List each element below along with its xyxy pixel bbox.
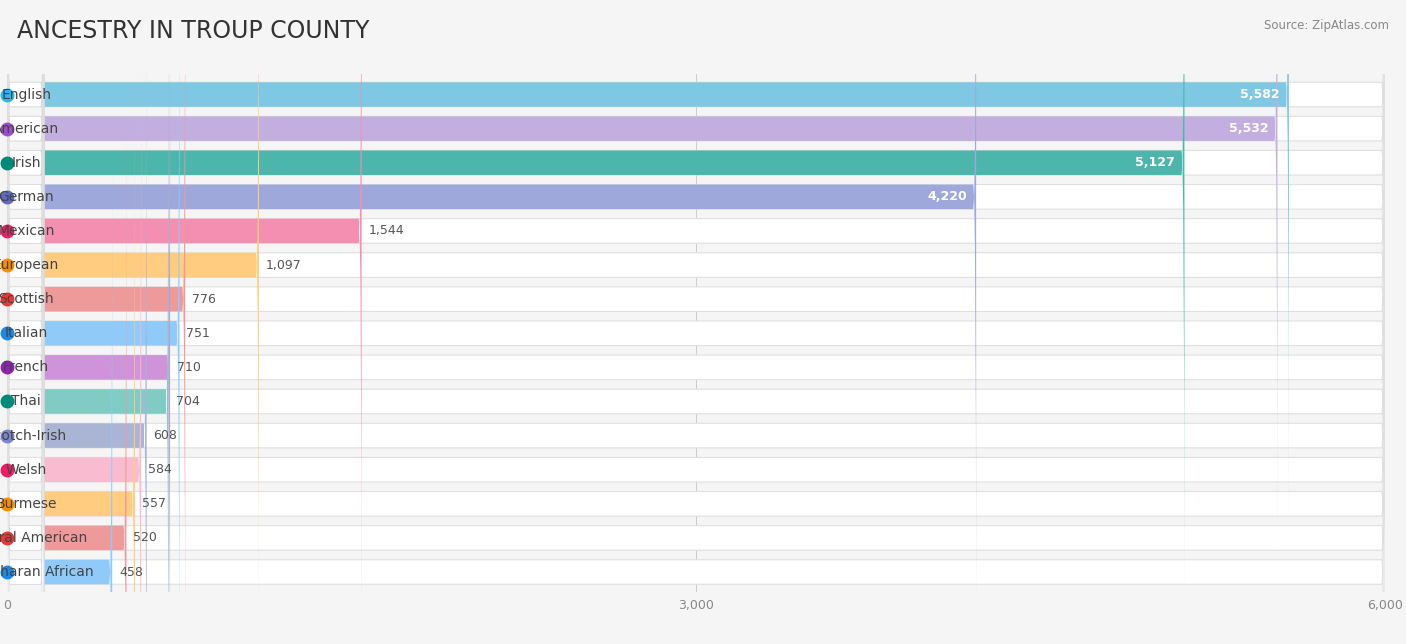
Text: ANCESTRY IN TROUP COUNTY: ANCESTRY IN TROUP COUNTY xyxy=(17,19,370,43)
FancyBboxPatch shape xyxy=(7,141,112,644)
Text: German: German xyxy=(0,190,53,204)
FancyBboxPatch shape xyxy=(7,0,44,644)
Text: 557: 557 xyxy=(142,497,166,510)
FancyBboxPatch shape xyxy=(7,73,1385,644)
FancyBboxPatch shape xyxy=(7,0,44,628)
Text: French: French xyxy=(3,361,49,374)
Text: Thai: Thai xyxy=(11,395,41,408)
Text: 520: 520 xyxy=(134,531,157,544)
FancyBboxPatch shape xyxy=(7,0,1385,628)
FancyBboxPatch shape xyxy=(7,0,44,644)
FancyBboxPatch shape xyxy=(7,141,1385,644)
FancyBboxPatch shape xyxy=(7,0,1385,560)
FancyBboxPatch shape xyxy=(7,0,170,644)
Text: 704: 704 xyxy=(176,395,200,408)
FancyBboxPatch shape xyxy=(7,5,1385,644)
Text: 751: 751 xyxy=(187,327,211,340)
FancyBboxPatch shape xyxy=(7,39,1385,644)
FancyBboxPatch shape xyxy=(7,0,976,628)
FancyBboxPatch shape xyxy=(7,0,1385,644)
Text: 776: 776 xyxy=(193,292,217,306)
Text: 608: 608 xyxy=(153,429,177,442)
FancyBboxPatch shape xyxy=(7,0,259,644)
FancyBboxPatch shape xyxy=(7,0,1385,644)
FancyBboxPatch shape xyxy=(7,39,141,644)
FancyBboxPatch shape xyxy=(7,0,1289,526)
Text: Subsaharan African: Subsaharan African xyxy=(0,565,94,579)
Text: Source: ZipAtlas.com: Source: ZipAtlas.com xyxy=(1264,19,1389,32)
Text: Welsh: Welsh xyxy=(6,462,46,477)
Text: 584: 584 xyxy=(148,463,172,476)
FancyBboxPatch shape xyxy=(7,0,180,644)
FancyBboxPatch shape xyxy=(7,39,44,644)
FancyBboxPatch shape xyxy=(7,0,1385,644)
FancyBboxPatch shape xyxy=(7,0,44,560)
Text: 710: 710 xyxy=(177,361,201,374)
Text: 5,127: 5,127 xyxy=(1136,156,1175,169)
Text: Scottish: Scottish xyxy=(0,292,53,306)
Text: English: English xyxy=(1,88,51,102)
FancyBboxPatch shape xyxy=(7,0,44,644)
FancyBboxPatch shape xyxy=(7,0,361,644)
FancyBboxPatch shape xyxy=(7,0,1385,644)
Text: Burmese: Burmese xyxy=(0,497,56,511)
Text: 1,544: 1,544 xyxy=(368,225,404,238)
Text: European: European xyxy=(0,258,59,272)
Text: Italian: Italian xyxy=(4,327,48,340)
FancyBboxPatch shape xyxy=(7,0,44,644)
FancyBboxPatch shape xyxy=(7,141,44,644)
FancyBboxPatch shape xyxy=(7,0,1385,644)
FancyBboxPatch shape xyxy=(7,73,44,644)
Text: Scotch-Irish: Scotch-Irish xyxy=(0,429,66,442)
FancyBboxPatch shape xyxy=(7,0,44,644)
FancyBboxPatch shape xyxy=(7,107,1385,644)
FancyBboxPatch shape xyxy=(7,0,1385,594)
FancyBboxPatch shape xyxy=(7,0,186,644)
Text: 1,097: 1,097 xyxy=(266,258,302,272)
FancyBboxPatch shape xyxy=(7,0,1278,560)
Text: Irish: Irish xyxy=(11,156,41,170)
FancyBboxPatch shape xyxy=(7,73,135,644)
FancyBboxPatch shape xyxy=(7,5,146,644)
Text: 5,582: 5,582 xyxy=(1240,88,1279,101)
FancyBboxPatch shape xyxy=(7,0,1385,526)
FancyBboxPatch shape xyxy=(7,0,1385,644)
FancyBboxPatch shape xyxy=(7,107,44,644)
FancyBboxPatch shape xyxy=(7,0,1184,594)
Text: Central American: Central American xyxy=(0,531,87,545)
Text: Mexican: Mexican xyxy=(0,224,55,238)
FancyBboxPatch shape xyxy=(7,0,44,644)
FancyBboxPatch shape xyxy=(7,5,44,644)
Text: American: American xyxy=(0,122,59,136)
FancyBboxPatch shape xyxy=(7,0,169,644)
FancyBboxPatch shape xyxy=(7,0,44,526)
Text: 5,532: 5,532 xyxy=(1229,122,1268,135)
Text: 4,220: 4,220 xyxy=(927,191,967,204)
FancyBboxPatch shape xyxy=(7,0,44,594)
Text: 458: 458 xyxy=(120,565,143,578)
FancyBboxPatch shape xyxy=(7,107,127,644)
